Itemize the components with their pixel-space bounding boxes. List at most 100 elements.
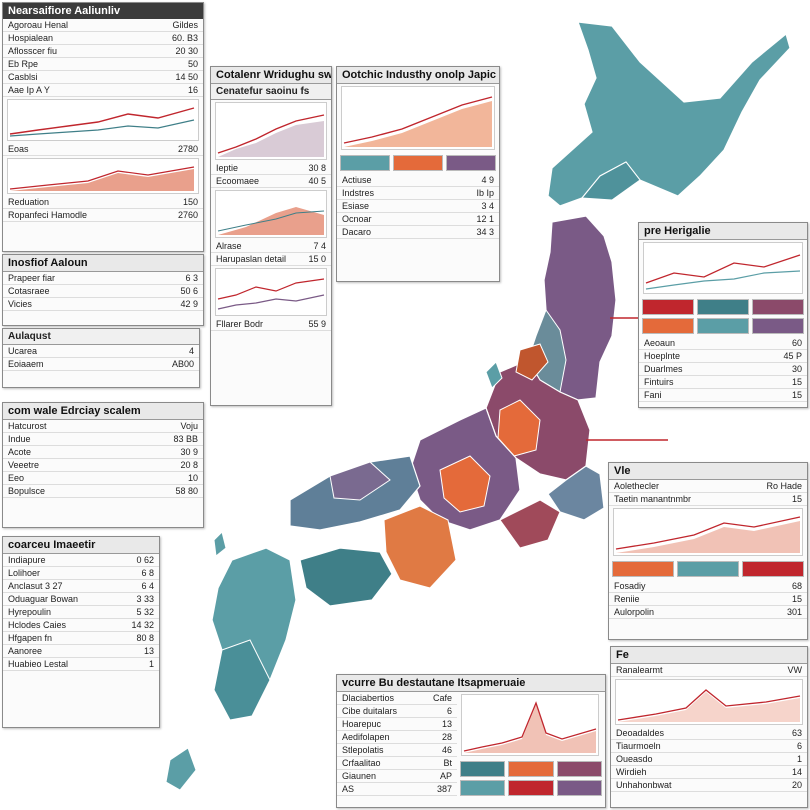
table-row: Cotasraee 50 6 — [3, 285, 203, 298]
row-value: 14 — [791, 767, 802, 777]
image-grid — [457, 758, 605, 799]
table-row: Acote 30 9 — [3, 446, 203, 459]
row-label: Aulorpolin — [614, 607, 655, 617]
row-label: Hyrepoulin — [8, 607, 52, 617]
table-row: Cibe duitalars 6 — [337, 705, 457, 718]
table-row: Aflosscer fiu 20 30 — [3, 45, 203, 58]
row-label: Fani — [644, 390, 662, 400]
row-label: Taetin manantnmbr — [614, 494, 692, 504]
table-row: Actiuse 4 9 — [337, 174, 499, 187]
row-value: 14 50 — [175, 72, 198, 82]
panel-title: Vle — [609, 463, 807, 480]
table-row: Oduaguar Bowan 3 33 — [3, 593, 159, 606]
niigata-region — [515, 343, 549, 381]
row-value: AB00 — [171, 359, 194, 369]
table-row: Esiase 3 4 — [337, 200, 499, 213]
tsushima-island — [213, 531, 227, 557]
panel-title: pre Herigalie — [639, 223, 807, 240]
row-value: 28 — [441, 732, 452, 742]
panel-title: Ootchic Industhy onolp Japic — [337, 67, 499, 84]
row-label: Hfgapen fn — [8, 633, 53, 643]
row-value: 68 — [791, 581, 802, 591]
row-label: Casblsi — [8, 72, 38, 82]
row-value: Cafe — [432, 693, 452, 703]
row-value: 42 9 — [180, 299, 198, 309]
row-label: Dacaro — [342, 227, 372, 237]
row-value: 58 80 — [175, 486, 198, 496]
area-chart — [215, 190, 327, 238]
row-label: Ieptie — [216, 163, 239, 173]
row-label: Ocnoar — [342, 214, 372, 224]
row-label: Stlepolatis — [342, 745, 384, 755]
row-value: 6 8 — [141, 568, 154, 578]
panel-title: coarceu Imaeetir — [3, 537, 159, 554]
row-label: Deoadaldes — [616, 728, 665, 738]
row-value: 6 — [446, 706, 452, 716]
table-row: AS 387 — [337, 783, 457, 796]
table-row: Fllarer Bodr 55 9 — [211, 318, 331, 331]
table-row: Indue 83 BB — [3, 433, 203, 446]
line-series — [463, 701, 597, 752]
line-series — [217, 278, 325, 300]
row-label: AS — [342, 784, 355, 794]
row-value: 60 — [791, 338, 802, 348]
row-label: Hclodes Caies — [8, 620, 67, 630]
thumbnail — [697, 318, 749, 334]
row-label: Cibe duitalars — [342, 706, 398, 716]
sparkline-series — [9, 107, 195, 135]
table-row: Hatcurost Voju — [3, 420, 203, 433]
panel-chart-column — [457, 692, 605, 799]
thumbnail — [446, 155, 496, 171]
panel-title: Fe — [611, 647, 807, 664]
row-value: 15 — [791, 594, 802, 604]
area-series — [218, 121, 324, 157]
thumbnail — [393, 155, 443, 171]
row-label: Hospialean — [8, 33, 54, 43]
table-row: Alrase 7 4 — [211, 240, 331, 253]
row-label: Eb Rpe — [8, 59, 39, 69]
row-value: 1 — [148, 659, 154, 669]
line-chart — [615, 679, 803, 725]
row-value: 30 9 — [180, 447, 198, 457]
row-value: 50 6 — [180, 286, 198, 296]
table-row: Vicies 42 9 — [3, 298, 203, 311]
panel-industry-left: Inosfiof Aaloun Prapeer fiar 6 3 Cotasrae… — [2, 254, 204, 326]
row-label: Veeetre — [8, 460, 40, 470]
row-label: Aedifolapen — [342, 732, 390, 742]
row-label: Esiase — [342, 201, 370, 211]
row-label: Fllarer Bodr — [216, 319, 264, 329]
area-chart — [613, 508, 803, 556]
table-row: Harupaslan detail 15 0 — [211, 253, 331, 266]
table-row: Hospialean 60. B3 — [3, 32, 203, 45]
row-label: Ucarea — [8, 346, 38, 356]
row-label: Giaunen — [342, 771, 377, 781]
area-chart — [7, 158, 199, 194]
table-row: Aulorpolin 301 — [609, 606, 807, 619]
kyushu-south — [213, 639, 271, 721]
row-value: 16 — [187, 85, 198, 95]
line-series — [217, 294, 325, 310]
row-label: Cotasraee — [8, 286, 50, 296]
row-label: Aolethecler — [614, 481, 660, 491]
table-row: Hoarepuc 13 — [337, 718, 457, 731]
hokkaido-district — [580, 161, 641, 201]
row-label: Aflosscer fiu — [8, 46, 58, 56]
panel-title: Cotalenr Wridughu swn — [211, 67, 331, 84]
table-row: Aeoaun 60 — [639, 337, 807, 350]
table-row: Indstres Ib Ip — [337, 187, 499, 200]
table-row: Taetin manantnmbr 15 — [609, 493, 807, 506]
table-row: Dlaciabertios Cafe — [337, 692, 457, 705]
table-row: Ranalearmt VW — [611, 664, 807, 677]
row-label: Fosadiy — [614, 581, 646, 591]
row-value: 1 — [796, 754, 802, 764]
table-row: Ocnoar 12 1 — [337, 213, 499, 226]
image-grid — [337, 152, 499, 174]
tokai-region — [499, 499, 561, 549]
table-row: Indiapure 0 62 — [3, 554, 159, 567]
row-value: 46 — [441, 745, 452, 755]
row-label: Eoiaaem — [8, 359, 44, 369]
table-row: Hoeplnte 45 P — [639, 350, 807, 363]
table-row: Stlepolatis 46 — [337, 744, 457, 757]
row-value: 20 8 — [180, 460, 198, 470]
